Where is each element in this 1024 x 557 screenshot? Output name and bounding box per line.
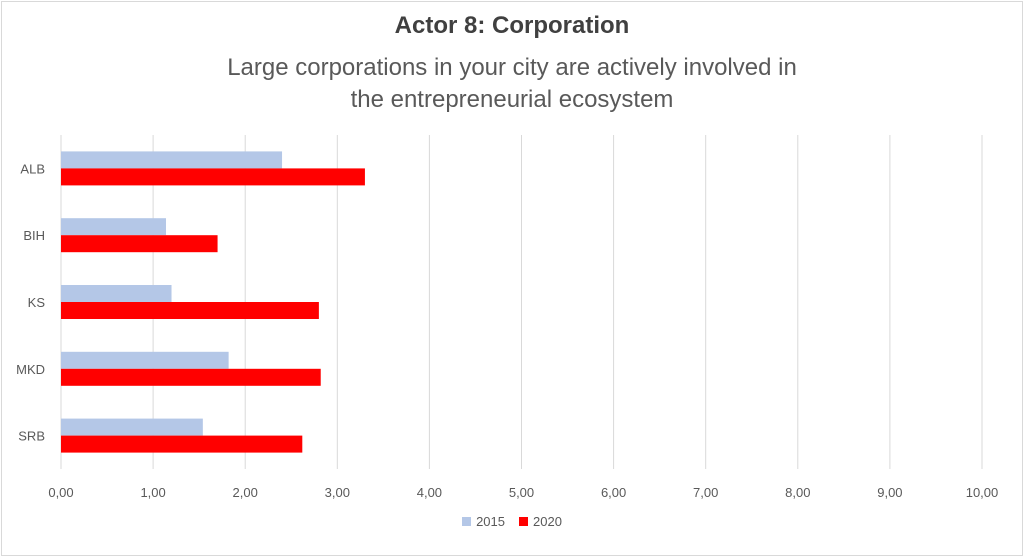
legend-label-2015: 2015 [476, 514, 505, 529]
x-tick-label: 7,00 [693, 485, 718, 500]
y-tick-label: MKD [16, 362, 45, 377]
legend: 2015 2020 [0, 514, 1024, 529]
chart-subtitle: Large corporations in your city are acti… [227, 54, 797, 113]
legend-item-2020: 2020 [519, 514, 562, 529]
x-tick-label: 5,00 [509, 485, 534, 500]
x-tick-label: 9,00 [877, 485, 902, 500]
x-tick-label: 3,00 [325, 485, 350, 500]
x-tick-label: 8,00 [785, 485, 810, 500]
bar-2020-ks [61, 302, 319, 319]
bar-2015-bih [61, 218, 166, 236]
x-tick-label: 10,00 [966, 485, 999, 500]
bar-2015-ks [61, 285, 172, 302]
x-tick-label: 1,00 [140, 485, 165, 500]
bar-2020-bih [61, 235, 218, 253]
y-tick-label: SRB [18, 429, 45, 444]
x-tick-label: 6,00 [601, 485, 626, 500]
legend-item-2015: 2015 [462, 514, 505, 529]
x-tick-label: 2,00 [233, 485, 258, 500]
legend-swatch-2015 [462, 517, 472, 526]
bar-2015-srb [61, 418, 203, 436]
y-tick-label: ALB [20, 161, 45, 176]
bar-2015-mkd [61, 351, 229, 369]
x-tick-label: 4,00 [417, 485, 442, 500]
bar-2020-srb [61, 435, 303, 453]
chart-title: Actor 8: Corporation [394, 12, 630, 39]
legend-swatch-2020 [519, 517, 528, 526]
x-tick-label: 0,00 [48, 485, 73, 500]
bar-2015-alb [61, 151, 283, 169]
y-tick-label: BIH [23, 228, 45, 243]
legend-label-2020: 2020 [533, 514, 562, 529]
y-tick-label: KS [28, 295, 46, 310]
bar-2020-alb [61, 168, 365, 186]
bar-2020-mkd [61, 368, 321, 386]
